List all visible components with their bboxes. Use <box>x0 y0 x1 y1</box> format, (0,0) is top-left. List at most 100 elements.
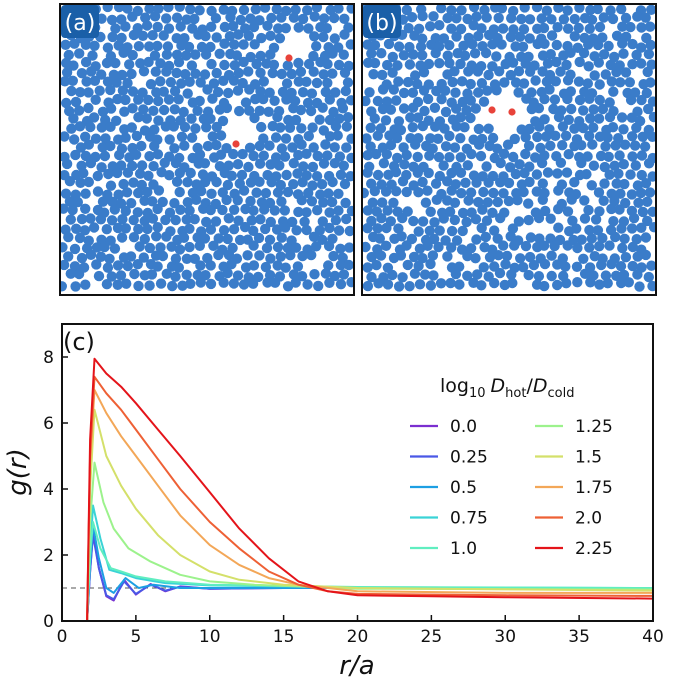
particle <box>403 23 414 34</box>
particle <box>644 187 656 198</box>
particle <box>338 160 349 171</box>
particle <box>381 149 392 160</box>
particle <box>346 277 355 288</box>
particle <box>69 134 80 145</box>
particle <box>178 106 189 118</box>
particle <box>619 233 630 244</box>
particle <box>208 240 219 251</box>
particle <box>507 57 519 68</box>
particle <box>112 93 123 105</box>
particle <box>233 29 244 40</box>
particle <box>80 279 91 290</box>
particle <box>387 269 398 281</box>
particle <box>436 94 447 105</box>
particle <box>339 13 350 24</box>
particle <box>308 66 319 77</box>
particle <box>465 112 476 124</box>
particle <box>61 97 72 109</box>
particle <box>497 23 509 34</box>
particle <box>239 221 251 233</box>
particle <box>269 277 281 288</box>
particle <box>483 177 494 188</box>
particle <box>513 87 524 98</box>
particle <box>530 75 541 86</box>
particle <box>104 253 115 264</box>
particle <box>263 106 274 118</box>
particle <box>444 130 455 142</box>
legend-item-0.5: 0.5 <box>410 478 477 498</box>
particle <box>316 179 328 190</box>
particle <box>605 59 616 71</box>
particle <box>396 231 407 242</box>
particle <box>446 167 457 179</box>
particle <box>600 141 611 152</box>
particle <box>217 204 228 216</box>
particle <box>446 23 457 34</box>
particle <box>144 242 156 254</box>
particle <box>595 150 607 162</box>
particle <box>185 4 196 15</box>
particle <box>85 157 97 169</box>
particle <box>401 4 412 16</box>
x-tick-label: 15 <box>273 627 295 647</box>
particle <box>367 197 378 208</box>
particle <box>457 207 469 219</box>
particle <box>264 234 276 245</box>
particle <box>83 139 94 150</box>
particle <box>341 121 352 132</box>
particle <box>598 12 609 23</box>
particle <box>342 77 354 88</box>
particle <box>618 159 629 170</box>
particle <box>339 67 351 79</box>
particle <box>533 271 545 282</box>
particle <box>272 111 283 123</box>
particle <box>637 206 649 218</box>
particle <box>303 58 315 70</box>
particle <box>127 86 139 97</box>
particle <box>138 66 150 77</box>
particle <box>372 169 384 181</box>
particle <box>562 206 574 217</box>
particle <box>195 77 206 88</box>
particle <box>222 267 233 279</box>
particle <box>492 196 503 208</box>
particle <box>598 195 609 206</box>
particle <box>163 94 175 105</box>
particle <box>413 260 424 272</box>
particle <box>397 212 408 224</box>
particle <box>74 48 85 59</box>
particle <box>207 93 218 104</box>
particle <box>519 167 530 179</box>
particle <box>125 251 137 262</box>
particle <box>290 114 302 126</box>
x-axis-ticks: 0 5 10 15 20 25 30 35 40 <box>57 615 664 647</box>
particle <box>109 243 121 254</box>
particle <box>494 66 505 77</box>
particle <box>635 187 647 199</box>
particle <box>594 131 606 142</box>
particle <box>320 268 332 279</box>
particle <box>171 176 183 187</box>
particle <box>463 66 474 77</box>
particle <box>523 198 534 209</box>
particle <box>119 106 130 117</box>
particle <box>404 281 415 292</box>
particle <box>281 94 292 105</box>
y-tick-label: 6 <box>43 414 54 434</box>
particle <box>376 48 387 59</box>
particle <box>455 112 466 123</box>
particle <box>163 3 174 13</box>
particle <box>160 121 172 132</box>
particle <box>70 149 81 161</box>
particle <box>383 38 395 50</box>
particle <box>589 70 600 81</box>
particle <box>228 20 239 32</box>
particle <box>144 3 155 14</box>
particle <box>377 103 389 115</box>
particle <box>449 197 461 208</box>
particle <box>60 188 72 199</box>
particle <box>186 113 197 124</box>
particle <box>335 243 346 254</box>
particle <box>597 103 609 115</box>
particle <box>636 94 647 106</box>
